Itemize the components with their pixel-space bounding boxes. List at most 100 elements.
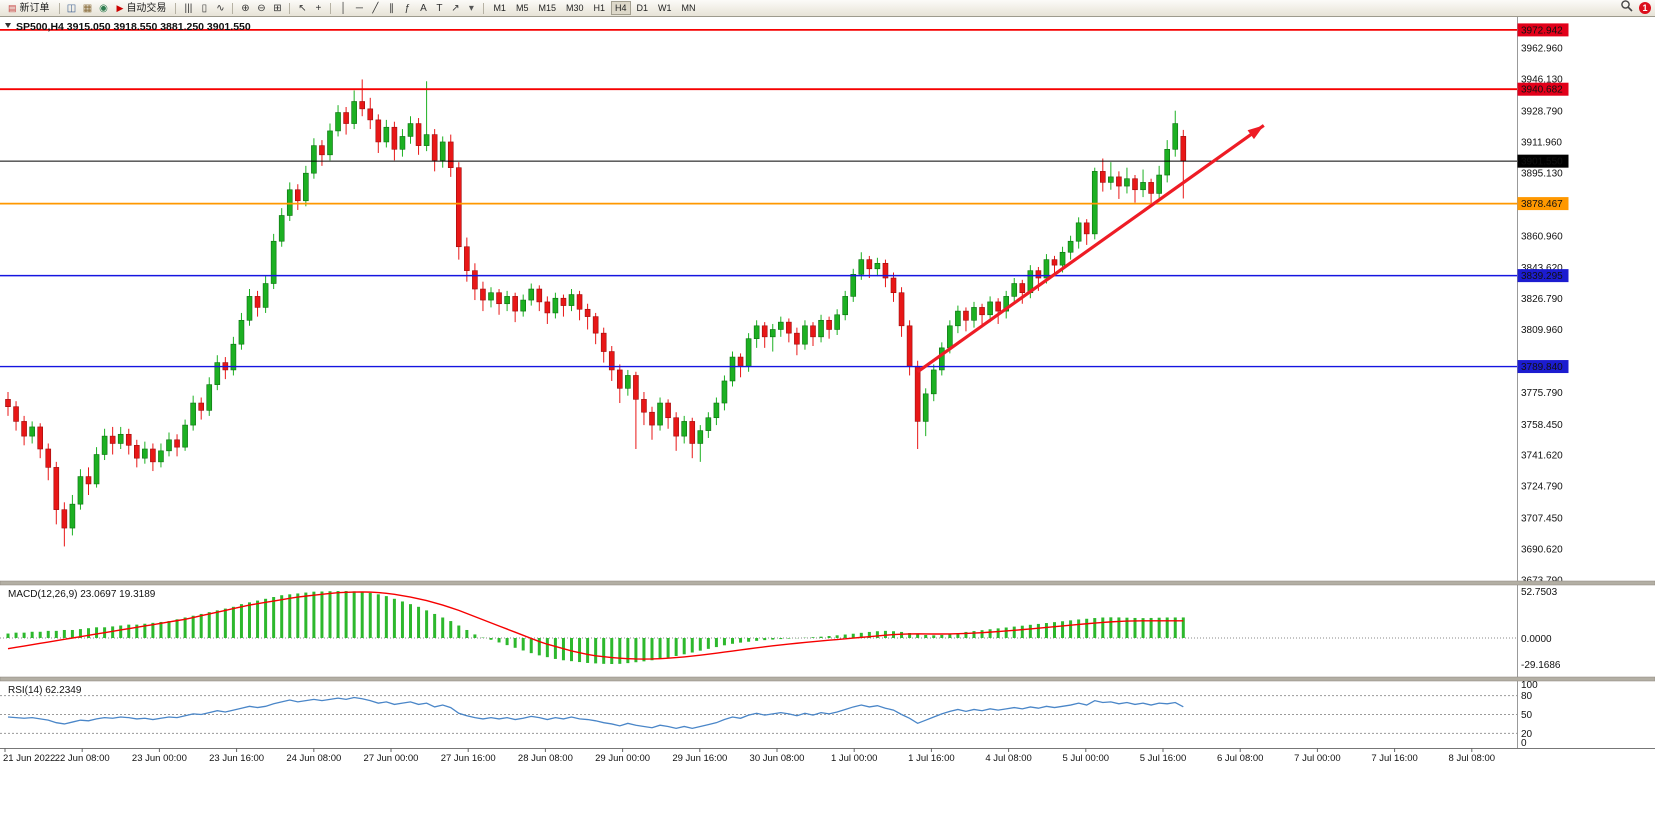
tf-m1[interactable]: M1 xyxy=(493,3,506,13)
candlestick-chart-icon[interactable]: ▯ xyxy=(201,2,208,14)
price-tick-label: 3809.960 xyxy=(1521,325,1563,336)
candle-body xyxy=(979,307,985,316)
candle-body xyxy=(689,421,696,444)
notification-badge[interactable]: 1 xyxy=(1639,2,1651,14)
time-label: 6 Jul 08:00 xyxy=(1217,753,1263,764)
price-tick-label: 3962.960 xyxy=(1521,44,1563,55)
candle-body xyxy=(995,301,1001,312)
price-badge xyxy=(1517,154,1569,168)
bar-chart-icon[interactable]: ||| xyxy=(184,2,193,14)
candle-body xyxy=(987,301,993,316)
price-tick-label: 3946.130 xyxy=(1521,75,1563,86)
zoom-in-icon[interactable]: ⊕ xyxy=(241,2,250,14)
candle-body xyxy=(657,402,663,426)
candle-body xyxy=(45,448,52,468)
new-order-button[interactable]: ▤ 新订单 xyxy=(4,1,54,16)
profiles-icon[interactable]: ▦ xyxy=(82,2,93,14)
search-icon[interactable] xyxy=(1619,0,1633,17)
candle-body xyxy=(1043,259,1050,279)
candle-body xyxy=(198,402,204,411)
trend-arrow-layer[interactable] xyxy=(916,124,1265,374)
new-order-button-label: 新订单 xyxy=(19,2,50,14)
candle-body xyxy=(810,325,816,338)
candle-body xyxy=(1180,136,1187,162)
fibonacci-icon[interactable]: ƒ xyxy=(404,2,411,14)
price-tick-label: 3741.620 xyxy=(1521,451,1563,462)
candle-body xyxy=(150,448,156,463)
time-label: 7 Jul 16:00 xyxy=(1371,753,1417,764)
tf-m15[interactable]: M15 xyxy=(538,3,556,13)
tf-h1[interactable]: H1 xyxy=(593,3,606,13)
candle-body xyxy=(729,356,736,382)
candle-body xyxy=(625,375,631,389)
candle-body xyxy=(834,314,840,330)
arrows-icon[interactable]: ↗ xyxy=(451,2,460,14)
horizontal-line-icon[interactable]: ─ xyxy=(355,2,363,14)
candle-body xyxy=(278,215,285,242)
trendline-icon[interactable]: ╱ xyxy=(372,2,379,14)
price-tick-label: 3690.620 xyxy=(1521,544,1563,555)
autotrade-button-icon: ▶ xyxy=(116,2,124,13)
candle-body xyxy=(29,426,35,437)
rsi-panel-divider[interactable] xyxy=(0,676,1655,682)
candle-body xyxy=(447,141,454,168)
candle-body xyxy=(464,246,470,271)
candle-body xyxy=(109,435,116,444)
dropdown-arrow-icon[interactable]: ▾ xyxy=(468,2,474,14)
price-tick-label: 3707.450 xyxy=(1521,514,1563,525)
macd-axis-zero: 0.0000 xyxy=(1521,634,1552,645)
candle-body xyxy=(528,288,535,301)
vertical-line-icon[interactable]: │ xyxy=(340,2,347,14)
title-collapse-icon[interactable] xyxy=(5,23,11,28)
candle-body xyxy=(777,321,784,330)
candle-body xyxy=(158,450,164,463)
price-tick-label: 3724.790 xyxy=(1521,482,1563,493)
charts-window-icon[interactable]: ◫ xyxy=(66,2,77,14)
candle-body xyxy=(254,296,261,308)
channel-icon[interactable]: ∥ xyxy=(388,2,394,14)
candle-body xyxy=(214,362,221,385)
macd-label: MACD(12,26,9) 23.0697 19.3189 xyxy=(8,589,156,600)
crosshair-icon[interactable]: + xyxy=(315,2,322,14)
macd-panel-divider[interactable] xyxy=(0,580,1655,586)
candle-body xyxy=(455,167,462,248)
price-tick-label: 3928.790 xyxy=(1521,107,1563,118)
line-chart-icon[interactable]: ∿ xyxy=(216,2,225,14)
candle-body xyxy=(930,369,937,395)
tile-windows-icon[interactable]: ⊞ xyxy=(273,2,282,14)
time-label: 4 Jul 08:00 xyxy=(985,753,1031,764)
tf-m30[interactable]: M30 xyxy=(565,3,584,13)
tf-d1[interactable]: D1 xyxy=(636,3,649,13)
alerts-icon[interactable]: ◉ xyxy=(99,2,108,14)
candle-body xyxy=(134,445,140,459)
label-icon[interactable]: T xyxy=(436,2,443,14)
candle-body xyxy=(1148,182,1154,194)
candle-body xyxy=(246,296,253,321)
macd-axis-max: 52.7503 xyxy=(1521,587,1558,598)
candle-body xyxy=(190,402,196,426)
trend-arrow-line[interactable] xyxy=(916,124,1265,374)
autotrade-button[interactable]: ▶ 自动交易 xyxy=(113,1,171,16)
zoom-out-icon[interactable]: ⊖ xyxy=(257,2,266,14)
candle-body xyxy=(1075,222,1082,242)
time-axis-layer: 21 Jun 2022 22 Jun 08:00 23 Jun 00:00 23 Ju… xyxy=(3,748,1495,764)
tf-h4[interactable]: H4 xyxy=(611,1,631,15)
candle-body xyxy=(367,108,374,121)
tf-m5[interactable]: M5 xyxy=(515,3,529,13)
candle-body xyxy=(745,338,752,367)
candle-body xyxy=(665,402,671,419)
price-badge xyxy=(1517,269,1569,283)
tf-w1[interactable]: W1 xyxy=(658,3,672,13)
toolbar-sep xyxy=(330,2,332,14)
tf-mn[interactable]: MN xyxy=(681,3,696,13)
text-icon[interactable]: A xyxy=(420,2,427,14)
candle-body xyxy=(898,292,905,327)
macd-axis-min: -29.1686 xyxy=(1521,660,1561,671)
rsi-line xyxy=(7,696,1184,730)
candle-body xyxy=(697,430,704,444)
cursor-icon[interactable]: ↖ xyxy=(298,2,307,14)
candle-body xyxy=(713,402,720,419)
time-label: 8 Jul 08:00 xyxy=(1449,753,1495,764)
trend-arrow-head xyxy=(1247,125,1264,140)
